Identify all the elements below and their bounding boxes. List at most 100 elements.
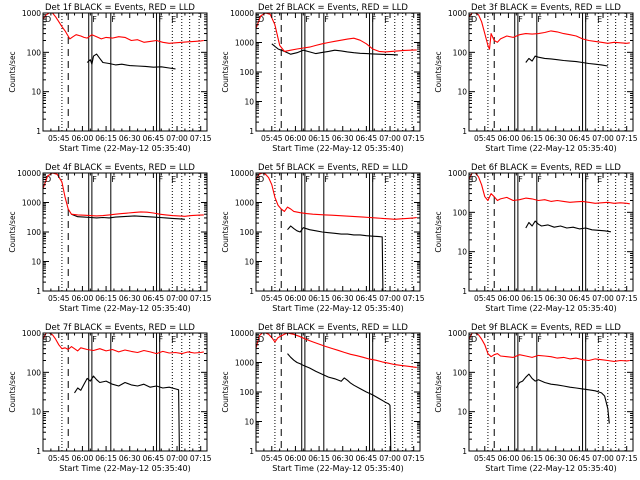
y-tick-label: 100 [240, 68, 255, 77]
x-tick-label: 07:15 [616, 294, 638, 303]
x-tick-label: 06:00 [72, 454, 94, 463]
events-series-line [71, 213, 185, 220]
x-tick-label: 06:15 [95, 294, 117, 303]
x-tick-label: 06:00 [72, 294, 94, 303]
events-series-line [74, 375, 180, 451]
x-axis-label: Start Time (22-May-12 05:35:40) [272, 464, 403, 473]
y-tick-label: 1 [462, 447, 467, 456]
x-tick-label: 07:00 [166, 454, 188, 463]
corner-label: E [384, 175, 389, 184]
x-tick-label: 06:45 [143, 454, 165, 463]
chart-title: Det 9f BLACK = Events, RED = LLD [471, 323, 621, 333]
x-tick-label: 06:30 [545, 294, 567, 303]
x-tick-label: 06:15 [521, 294, 543, 303]
corner-label: E [171, 15, 176, 24]
y-tick-label: 1 [249, 127, 254, 136]
plot-frame [42, 172, 208, 292]
x-tick-label: 06:45 [143, 294, 165, 303]
corner-label: D [471, 175, 477, 184]
lld-series-line [43, 13, 204, 44]
x-tick-label: 07:00 [592, 294, 614, 303]
x-tick-label: 06:00 [498, 134, 520, 143]
x-tick-label: 07:15 [190, 134, 212, 143]
x-tick-label: 06:30 [545, 134, 567, 143]
corner-label: E [171, 175, 176, 184]
x-tick-label: 06:45 [356, 134, 378, 143]
x-tick-label: 06:15 [95, 454, 117, 463]
x-tick-label: 06:15 [521, 454, 543, 463]
corner-label: F [537, 335, 542, 344]
x-tick-label: 06:15 [308, 294, 330, 303]
lld-series-line [256, 13, 417, 53]
x-tick-label: 07:15 [190, 294, 212, 303]
corner-label: F [92, 15, 97, 24]
corner-label: F [585, 175, 590, 184]
chart-title: Det 5f BLACK = Events, RED = LLD [258, 163, 408, 173]
x-tick-label: 07:15 [403, 454, 425, 463]
corner-label: D [258, 335, 264, 344]
corner-label: E [597, 175, 602, 184]
y-tick-label: 1000 [448, 9, 467, 18]
x-tick-label: 07:15 [403, 134, 425, 143]
corner-label: F [305, 175, 310, 184]
events-series-line [515, 373, 610, 424]
corner-label: F [324, 335, 329, 344]
corner-label: F [518, 175, 523, 184]
chart-title: Det 2f BLACK = Events, RED = LLD [258, 3, 408, 13]
y-tick-label: 1000 [235, 359, 254, 368]
x-axis-label: Start Time (22-May-12 05:35:40) [59, 144, 190, 153]
corner-label: D [471, 15, 477, 24]
corner-label: F [518, 15, 523, 24]
corner-label: E [597, 15, 602, 24]
y-tick-label: 1 [249, 447, 254, 456]
corner-label: D [471, 335, 477, 344]
y-axis-label: Counts/sec [434, 211, 443, 252]
x-tick-label: 06:30 [545, 454, 567, 463]
events-series-line [525, 55, 608, 67]
x-tick-label: 06:45 [143, 134, 165, 143]
y-tick-label: 10 [31, 408, 41, 417]
x-tick-label: 07:00 [166, 294, 188, 303]
y-axis-label: Counts/sec [434, 371, 443, 412]
x-tick-label: 06:45 [569, 454, 591, 463]
y-tick-label: 10 [457, 408, 467, 417]
corner-label: D [258, 175, 264, 184]
corner-label: E [597, 335, 602, 344]
y-tick-label: 10 [244, 258, 254, 267]
y-tick-label: 1000 [235, 199, 254, 208]
corner-label: F [92, 175, 97, 184]
x-tick-label: 06:30 [332, 454, 354, 463]
x-tick-label: 07:00 [592, 454, 614, 463]
lld-series-line [469, 13, 630, 50]
x-tick-label: 06:15 [521, 134, 543, 143]
x-tick-label: 06:00 [498, 454, 520, 463]
y-tick-label: 100 [240, 388, 255, 397]
events-series-line [271, 43, 398, 56]
x-tick-label: 05:45 [474, 294, 496, 303]
corner-label: F [585, 335, 590, 344]
x-tick-label: 06:30 [332, 294, 354, 303]
x-tick-label: 05:45 [261, 454, 283, 463]
corner-label: F [537, 175, 542, 184]
chart-title: Det 3f BLACK = Events, RED = LLD [471, 3, 621, 13]
x-tick-label: 06:15 [95, 134, 117, 143]
y-tick-label: 100 [453, 368, 468, 377]
x-tick-label: 06:00 [285, 134, 307, 143]
plot-frame [468, 12, 634, 132]
corner-label: E [384, 15, 389, 24]
plot-frame [468, 172, 634, 292]
plot-frame [468, 332, 634, 452]
lld-series-line [43, 173, 204, 217]
y-tick-label: 1 [36, 447, 41, 456]
y-tick-label: 1000 [22, 329, 41, 338]
x-tick-label: 07:15 [403, 294, 425, 303]
y-tick-label: 1 [249, 287, 254, 296]
x-axis-label: Start Time (22-May-12 05:35:40) [485, 464, 616, 473]
x-tick-label: 06:30 [332, 134, 354, 143]
